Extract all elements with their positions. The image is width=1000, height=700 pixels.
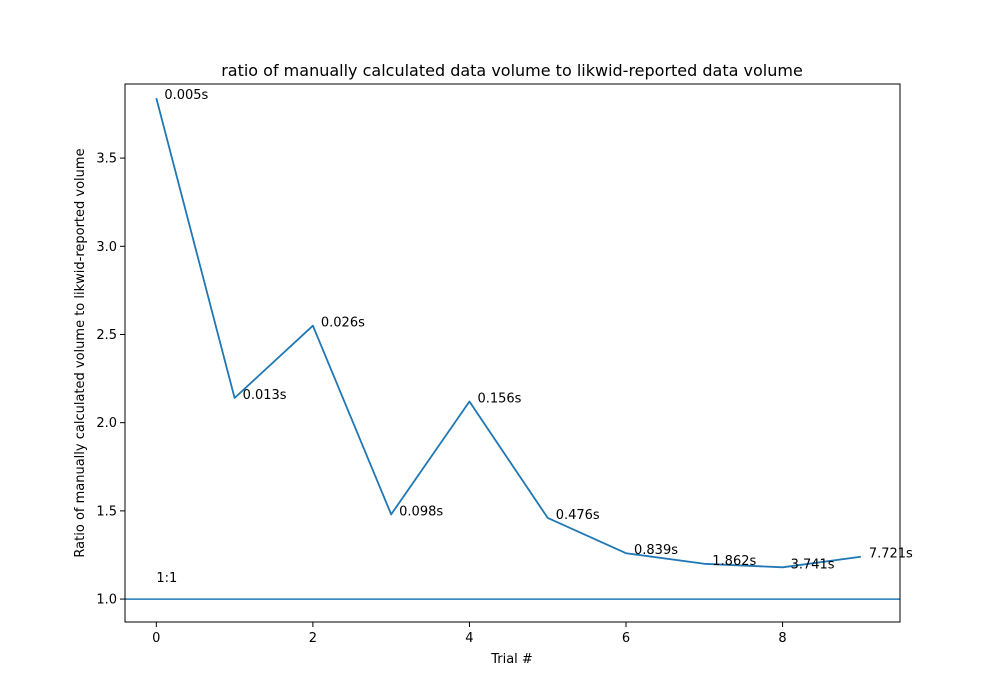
x-tick-label: 6: [622, 631, 630, 646]
series-line: [155, 97, 861, 569]
plot-frame: [124, 83, 901, 623]
point-label: 0.098s: [399, 504, 443, 519]
reference-line-group: 1:1: [125, 571, 900, 600]
point-label: 3.741s: [791, 557, 835, 572]
y-tick-label: 3.5: [96, 152, 117, 167]
x-axis-label: Trial #: [490, 652, 533, 667]
y-axis-label: Ratio of manually calculated volume to l…: [73, 148, 88, 557]
y-tick-label: 2.0: [96, 416, 117, 431]
reference-line-label: 1:1: [156, 571, 177, 586]
x-axis: 0 2 4 6 8: [152, 622, 787, 646]
chart-title: ratio of manually calculated data volume…: [221, 61, 803, 80]
point-label: 7.721s: [869, 547, 913, 562]
y-tick-label: 2.5: [96, 328, 117, 343]
y-tick-label: 1.0: [96, 593, 117, 608]
point-label: 0.005s: [164, 88, 208, 103]
x-tick-label: 0: [152, 631, 160, 646]
x-tick-label: 2: [309, 631, 317, 646]
x-tick-label: 8: [778, 631, 786, 646]
point-label: 0.156s: [477, 392, 521, 407]
point-label: 0.026s: [321, 316, 365, 331]
point-label: 0.839s: [634, 543, 678, 558]
series-group: [155, 97, 861, 569]
y-tick-label: 3.0: [96, 240, 117, 255]
point-label: 0.013s: [243, 388, 287, 403]
point-label: 0.476s: [556, 508, 600, 523]
y-axis: 1.0 1.5 2.0 2.5 3.0 3.5: [96, 152, 125, 608]
point-labels-group: 0.005s 0.013s 0.026s 0.098s 0.156s 0.476s 0.83…: [164, 88, 913, 572]
x-tick-label: 4: [465, 631, 473, 646]
point-label: 1.862s: [712, 554, 756, 569]
y-tick-label: 1.5: [96, 504, 117, 519]
